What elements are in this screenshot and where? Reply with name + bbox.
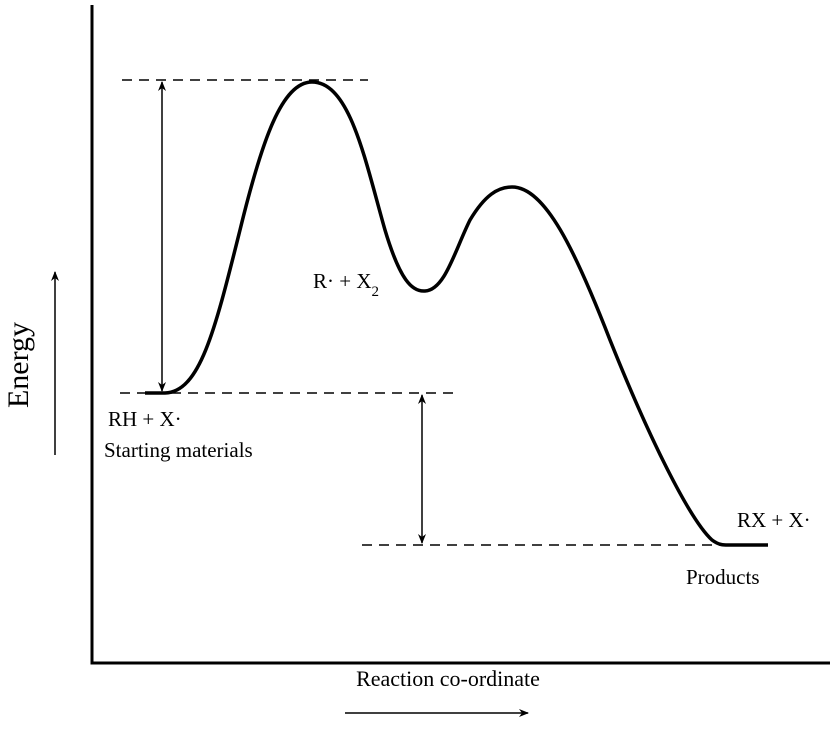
start-name: Starting materials <box>104 438 253 462</box>
intermediate-subscript: 2 <box>372 284 380 300</box>
reaction-curve <box>145 80 768 547</box>
x-axis-label: Reaction co-ordinate <box>356 666 540 691</box>
axes <box>90 5 830 665</box>
product-species: RX + X· <box>737 508 811 532</box>
product-name: Products <box>686 565 760 589</box>
y-axis-label: Energy <box>2 322 35 408</box>
start-species: RH + X· <box>108 407 182 431</box>
intermediate-text: R· + X <box>313 269 372 293</box>
intermediate-label: R· + X2 <box>313 269 379 300</box>
